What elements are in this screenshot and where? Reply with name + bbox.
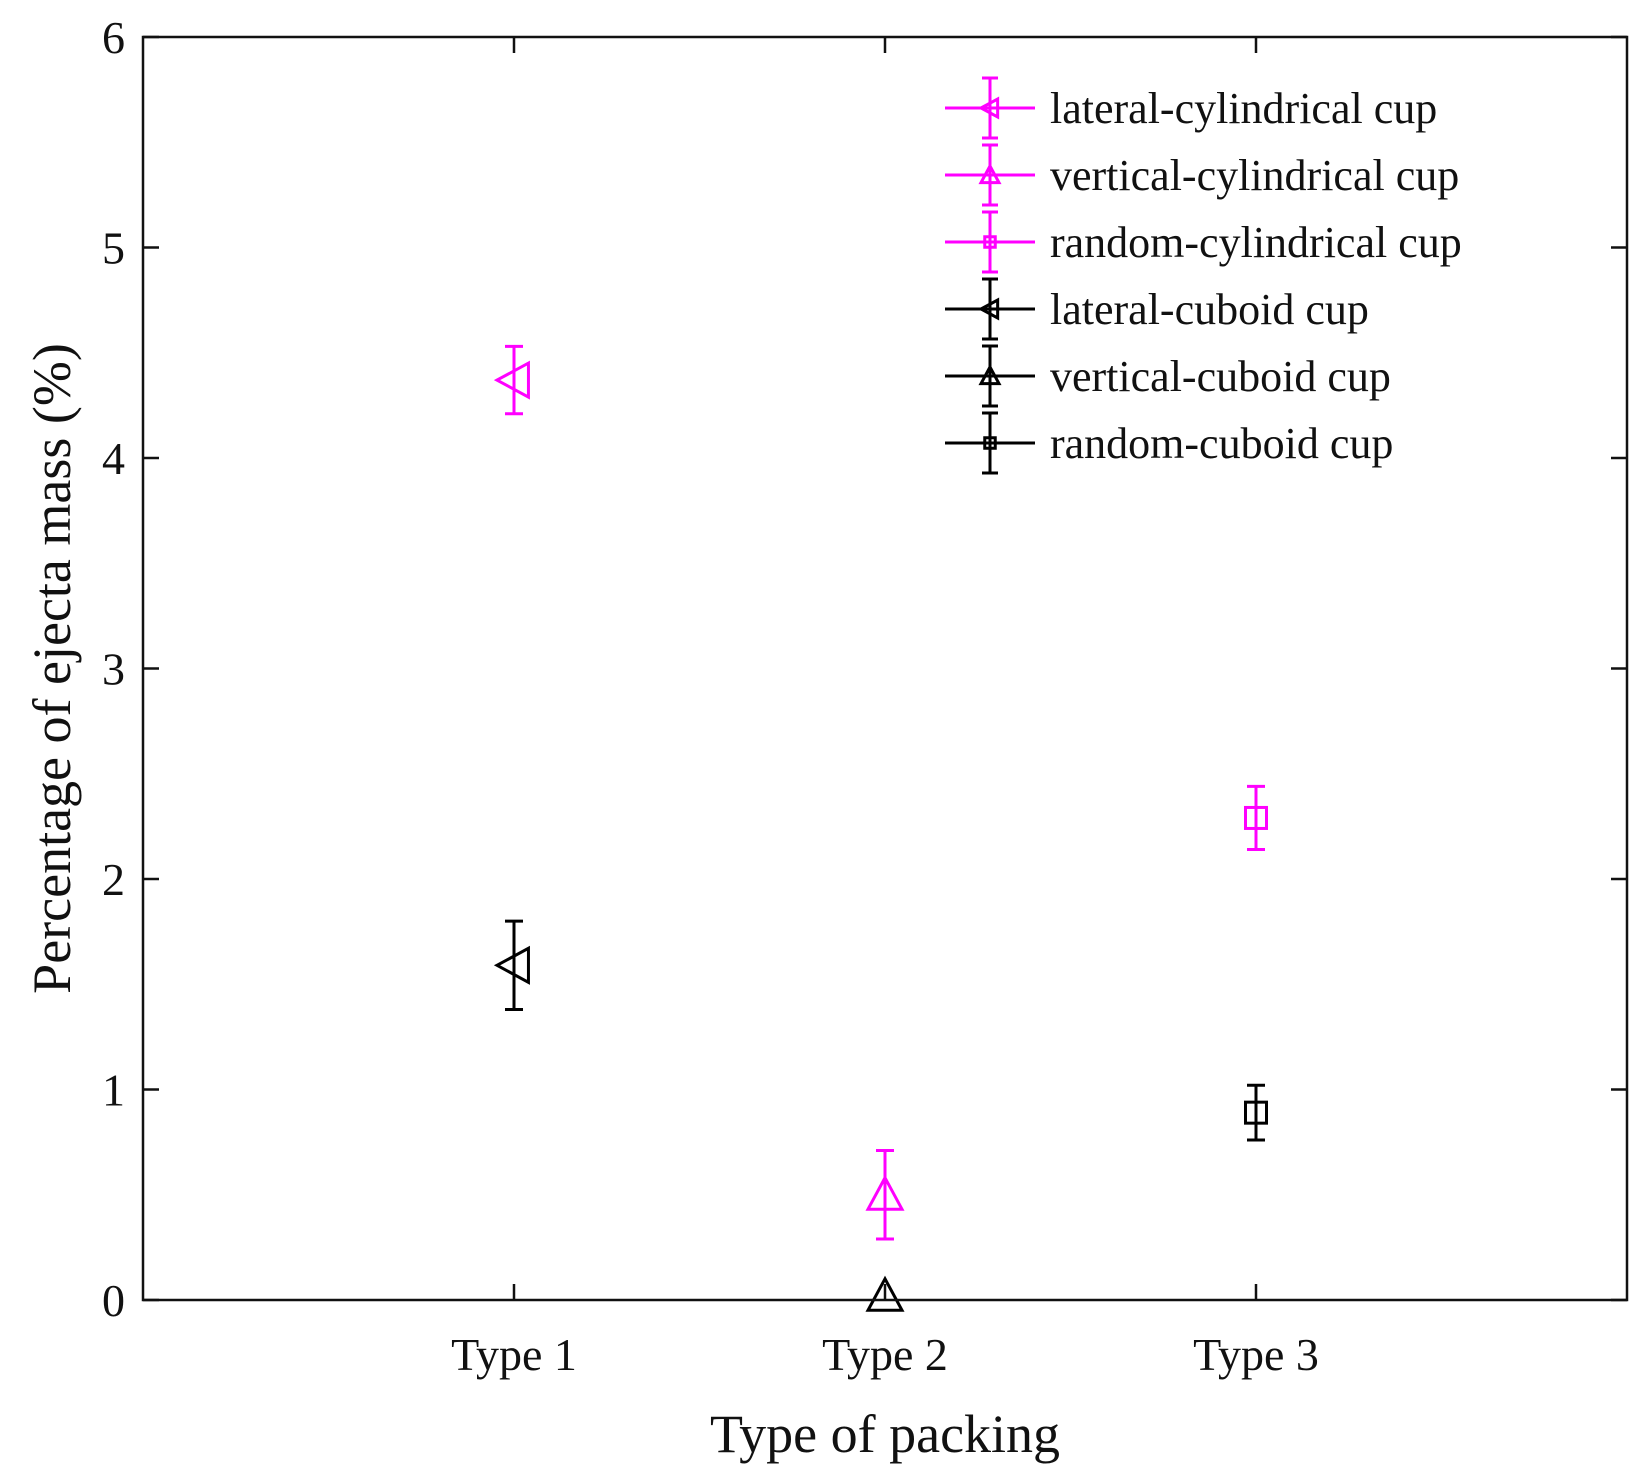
y-tick-label: 0	[102, 1275, 125, 1326]
legend-marker	[978, 363, 1002, 386]
legend-marker	[977, 297, 1000, 321]
legend-entry: lateral-cylindrical cup	[945, 76, 1437, 140]
data-point	[493, 360, 530, 400]
series-vertical-cylindrical-cup	[865, 1149, 905, 1241]
x-tick-label: Type 3	[1193, 1329, 1319, 1380]
legend-marker	[977, 96, 1000, 120]
legend-marker	[983, 436, 997, 450]
series-random-cuboid-cup	[1244, 1083, 1268, 1142]
legend-entry: vertical-cuboid cup	[945, 344, 1391, 408]
legend-entry: random-cuboid cup	[945, 411, 1393, 475]
y-tick-label: 5	[102, 223, 125, 274]
x-tick-label: Type 1	[451, 1329, 577, 1380]
legend-label: lateral-cuboid cup	[1050, 285, 1369, 334]
tick-labels: 0 1 2 3 4 5 6 Type 1 Type 2 Type 3	[102, 12, 1319, 1380]
x-axis-label: Type of packing	[710, 1404, 1060, 1464]
legend-entry: lateral-cuboid cup	[945, 277, 1369, 341]
legend-label: random-cylindrical cup	[1050, 218, 1462, 267]
series-lateral-cuboid-cup	[493, 919, 530, 1012]
legend-entry: random-cylindrical cup	[945, 210, 1462, 274]
y-tick-label: 6	[102, 12, 125, 63]
plot-frame	[141, 35, 1629, 1302]
y-tick-label: 4	[102, 433, 125, 484]
data-point	[1244, 805, 1268, 830]
y-tick-label: 2	[102, 854, 125, 905]
data-point	[865, 1275, 905, 1312]
legend-label: random-cuboid cup	[1050, 419, 1393, 468]
legend-label: lateral-cylindrical cup	[1050, 84, 1437, 133]
series-vertical-cuboid-cup	[865, 1275, 905, 1312]
legend-marker	[983, 235, 997, 249]
y-tick-label: 3	[102, 644, 125, 695]
legend-label: vertical-cylindrical cup	[1050, 151, 1459, 200]
legend-entry: vertical-cylindrical cup	[945, 143, 1459, 207]
y-tick-label: 1	[102, 1065, 125, 1116]
legend-label: vertical-cuboid cup	[1050, 352, 1391, 401]
series-lateral-cylindrical-cup	[493, 344, 530, 416]
legend-marker	[978, 162, 1002, 185]
x-tick-label: Type 2	[822, 1329, 948, 1380]
axis-ticks	[143, 35, 1627, 1302]
y-axis-label: Percentage of ejecta mass (%)	[22, 343, 82, 994]
data-point	[865, 1174, 905, 1211]
legend: lateral-cylindrical cup vertical-cylindri…	[945, 76, 1462, 475]
data-marks	[493, 344, 1268, 1312]
data-point	[493, 945, 530, 985]
data-point	[1244, 1100, 1268, 1125]
series-random-cylindrical-cup	[1244, 784, 1268, 852]
